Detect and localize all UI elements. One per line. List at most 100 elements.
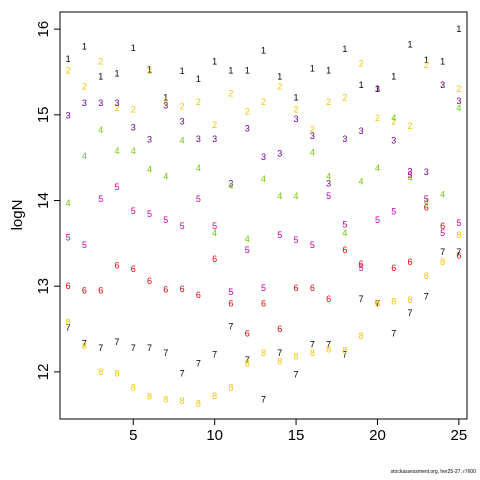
data-point-label: 8 [294, 351, 299, 361]
data-point-label: 4 [408, 173, 413, 183]
data-point-label: 1 [228, 65, 233, 75]
data-point-label: 3 [212, 134, 217, 144]
data-point-label: 4 [440, 190, 445, 200]
data-point-label: 5 [261, 283, 266, 293]
data-point-label: 2 [294, 105, 299, 115]
data-point-label: 8 [359, 331, 364, 341]
data-point-label: 2 [310, 124, 315, 134]
data-point-label: 8 [212, 391, 217, 401]
data-point-label: 5 [310, 240, 315, 250]
data-point-label: 6 [245, 328, 250, 338]
data-point-label: 7 [375, 298, 380, 308]
data-point-label: 3 [456, 96, 461, 106]
data-point-label: 6 [359, 259, 364, 269]
data-point-label: 8 [326, 345, 331, 355]
data-point-label: 3 [391, 136, 396, 146]
data-point-label: 2 [66, 65, 71, 75]
footnote: stockassessment.org, her25-27, r7600 [390, 469, 476, 475]
data-point-label: 4 [310, 148, 315, 158]
data-point-label: 2 [359, 58, 364, 68]
data-point-label: 6 [66, 281, 71, 291]
data-point-label: 4 [196, 163, 201, 173]
data-point-label: 7 [456, 247, 461, 257]
data-point-label: 7 [196, 358, 201, 368]
data-point-label: 1 [196, 74, 201, 84]
data-point-label: 1 [342, 44, 347, 54]
data-point-label: 8 [375, 298, 380, 308]
data-point-label: 6 [212, 254, 217, 264]
data-point-label: 5 [456, 218, 461, 228]
data-point-label: 5 [326, 191, 331, 201]
data-point-label: 2 [342, 93, 347, 103]
data-point-label: 6 [294, 283, 299, 293]
y-axis: 12 13 14 15 16 [35, 21, 60, 380]
data-point-label: 3 [277, 148, 282, 158]
data-point-label: 2 [98, 57, 103, 67]
data-point-label: 8 [342, 345, 347, 355]
data-point-label: 6 [163, 285, 168, 295]
data-point-label: 7 [147, 343, 152, 353]
data-point-label: 8 [147, 392, 152, 402]
data-point-label: 4 [147, 165, 152, 175]
data-point-label: 4 [261, 174, 266, 184]
data-point-label: 4 [456, 103, 461, 113]
y-axis-title: logN [9, 200, 26, 231]
data-point-label: 8 [440, 257, 445, 267]
data-point-label: 7 [342, 350, 347, 360]
data-point-label: 5 [440, 228, 445, 238]
data-point-label: 8 [245, 358, 250, 368]
data-point-label: 2 [180, 101, 185, 111]
data-point-label: 2 [228, 88, 233, 98]
data-point-label: 7 [180, 369, 185, 379]
data-point-label: 8 [66, 317, 71, 327]
data-point-label: 2 [424, 60, 429, 70]
data-point-label: 2 [391, 117, 396, 127]
data-point-label: 5 [114, 182, 119, 192]
data-point-label: 2 [408, 121, 413, 131]
data-point-label: 1 [277, 71, 282, 81]
data-point-label: 5 [342, 219, 347, 229]
data-point-label: 3 [82, 98, 87, 108]
data-point-label: 4 [131, 146, 136, 156]
data-point-label: 5 [163, 215, 168, 225]
data-point-label: 6 [456, 250, 461, 260]
data-point-label: 5 [294, 235, 299, 245]
data-point-label: 6 [261, 298, 266, 308]
data-point-label: 3 [326, 178, 331, 188]
data-point-label: 7 [131, 343, 136, 353]
data-point-label: 4 [359, 177, 364, 187]
data-point-label: 8 [391, 297, 396, 307]
data-point-label: 7 [359, 294, 364, 304]
y-tick-label: 16 [35, 21, 52, 38]
data-point-label: 6 [180, 284, 185, 294]
data-point-label: 3 [147, 135, 152, 145]
data-point-label: 4 [245, 234, 250, 244]
data-point-label: 4 [163, 172, 168, 182]
data-point-label: 7 [228, 321, 233, 331]
data-point-label: 8 [261, 348, 266, 358]
data-point-label: 5 [180, 221, 185, 231]
data-point-label: 3 [359, 126, 364, 136]
data-point-label: 7 [245, 355, 250, 365]
data-point-label: 1 [147, 64, 152, 74]
data-point-label: 2 [440, 80, 445, 90]
data-point-label: 4 [114, 146, 119, 156]
data-point-label: 2 [114, 103, 119, 113]
data-point-label: 7 [212, 350, 217, 360]
data-point-label: 4 [342, 228, 347, 238]
data-point-label: 8 [82, 341, 87, 351]
data-point-label: 5 [82, 240, 87, 250]
data-point-label: 3 [310, 131, 315, 141]
data-point-label: 5 [212, 221, 217, 231]
data-point-label: 7 [294, 369, 299, 379]
data-point-label: 5 [196, 194, 201, 204]
data-point-label: 4 [391, 113, 396, 123]
data-point-label: 2 [196, 97, 201, 107]
data-point-label: 3 [440, 80, 445, 90]
data-point-label: 6 [342, 245, 347, 255]
data-point-label: 8 [408, 295, 413, 305]
y-tick-label: 12 [35, 364, 52, 381]
data-point-label: 3 [294, 114, 299, 124]
